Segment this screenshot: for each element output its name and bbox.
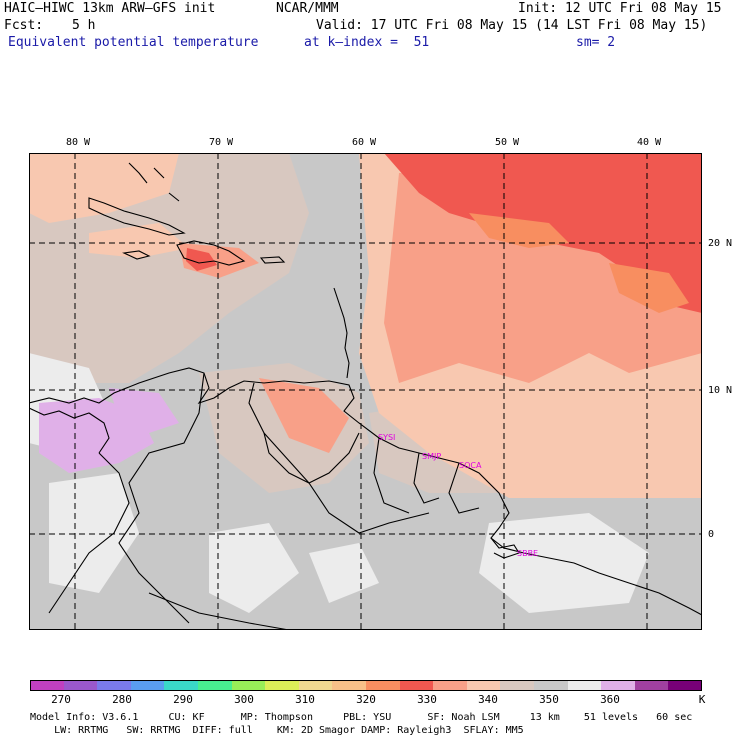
colorbar-swatch xyxy=(366,681,400,691)
field-region-orange xyxy=(609,263,689,313)
field-region-salmon xyxy=(259,378,349,453)
colorbar-tick: 280 xyxy=(112,693,132,706)
graticule xyxy=(29,153,702,630)
theta-e-map: SYSI SMJP SOCA SBBE xyxy=(29,153,702,630)
field-region-red xyxy=(186,248,217,271)
lat-label: 20 N xyxy=(708,238,733,249)
colorbar-swatch xyxy=(265,681,300,691)
colorbar-tick: 270 xyxy=(51,693,71,706)
field-region-white xyxy=(479,513,649,613)
colorbar-tick: 350 xyxy=(539,693,559,706)
colorbar-swatch xyxy=(668,681,703,691)
valid-time: Valid: 17 UTC Fri 08 May 15 (14 LST Fri … xyxy=(316,18,708,33)
lon-label: 50 W xyxy=(495,137,520,148)
colorbar-tick: 310 xyxy=(295,693,315,706)
init-time: Init: 12 UTC Fri 08 May 15 xyxy=(518,1,722,16)
colorbar-swatch xyxy=(534,681,568,691)
field-region-orange xyxy=(469,213,569,248)
colorbar-swatch xyxy=(399,681,434,691)
colorbar-swatch xyxy=(433,681,468,691)
colorbar-unit: K xyxy=(698,693,706,706)
colorbar-swatch xyxy=(63,681,98,691)
colorbar-tick: 340 xyxy=(478,693,498,706)
field-region-white xyxy=(209,523,299,613)
lat-label: 0 xyxy=(708,529,715,540)
colorbar-swatch xyxy=(130,681,165,691)
organization: NCAR/MMM xyxy=(276,1,339,16)
colorbar-tick: 290 xyxy=(173,693,193,706)
colorbar-tick: 360 xyxy=(600,693,620,706)
model-info: Model Info: V3.6.1 CU: KF MP: Thompson P… xyxy=(30,712,693,723)
model-title: HAIC–HIWC 13km ARW–GFS init xyxy=(4,1,216,16)
station-label: SYSI xyxy=(378,433,395,442)
field-region-lavender xyxy=(109,388,179,433)
colorbar-tick: 300 xyxy=(234,693,254,706)
station-label: SBBE xyxy=(517,549,538,558)
lon-label: 80 W xyxy=(66,137,91,148)
station-label: SMJP xyxy=(422,452,441,461)
colorbar-swatch xyxy=(30,681,64,691)
colorbar-swatch xyxy=(298,681,333,691)
colorbar-swatch xyxy=(164,681,199,691)
coastlines xyxy=(29,162,702,630)
map-frame xyxy=(29,153,702,630)
physics-info: LW: RRTMG SW: RRTMG DIFF: full KM: 2D Sm… xyxy=(30,725,524,736)
forecast-label: Fcst: xyxy=(4,18,44,33)
smoothing: sm= 2 xyxy=(576,35,616,50)
field-region-peach xyxy=(89,223,189,258)
station-label: SOCA xyxy=(459,461,482,470)
colorbar-swatch xyxy=(500,681,535,691)
lon-label: 60 W xyxy=(352,137,377,148)
field-name: Equivalent potential temperature xyxy=(8,35,259,50)
lat-label: 10 N xyxy=(708,385,733,396)
colorbar-frame xyxy=(30,680,702,691)
lon-label: 70 W xyxy=(209,137,234,148)
colorbar-swatch xyxy=(634,681,669,691)
colorbar-swatch xyxy=(198,681,232,691)
forecast-value: 5 h xyxy=(72,18,96,33)
field-region-white xyxy=(49,473,139,593)
colorbar-tick: 320 xyxy=(356,693,376,706)
colorbar-tick: 330 xyxy=(417,693,437,706)
colorbar-swatch xyxy=(601,681,636,691)
colorbar-swatch xyxy=(567,681,602,691)
colorbar-swatch xyxy=(466,681,501,691)
colorbar-swatch xyxy=(231,681,266,691)
vertical-level: at k–index = 51 xyxy=(304,35,430,50)
lon-label: 40 W xyxy=(637,137,662,148)
colorbar-swatch xyxy=(332,681,367,691)
field-region-peach xyxy=(29,153,179,223)
colorbar-swatch xyxy=(97,681,132,691)
